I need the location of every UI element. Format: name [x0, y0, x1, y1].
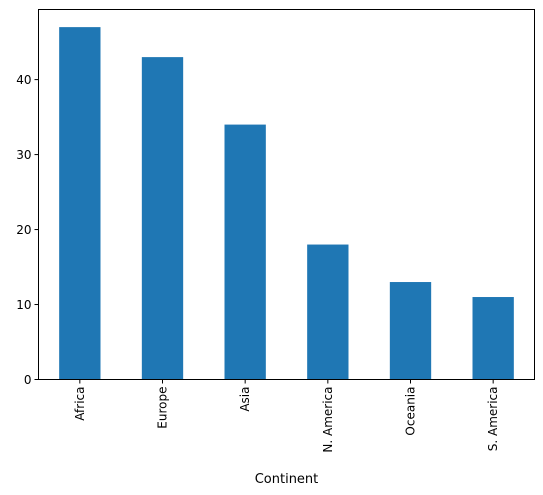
bars-group: [59, 27, 514, 380]
x-axis-title: Continent: [255, 472, 319, 487]
x-tick-label: Africa: [73, 387, 87, 421]
y-tick-label: 30: [16, 148, 31, 162]
y-tick-label: 10: [16, 298, 31, 312]
x-axis: Africa Europe Asia N. America Oceania S. Amer…: [73, 379, 500, 453]
y-tick-label: 0: [24, 373, 32, 387]
y-tick-label: 40: [16, 73, 31, 87]
y-axis: 0 10 20 30 40: [16, 73, 39, 387]
y-tick-label: 20: [16, 223, 31, 237]
x-tick-label: Oceania: [404, 387, 418, 436]
bar-n-america: [307, 244, 349, 380]
x-tick-label: S. America: [486, 387, 500, 452]
x-tick-label: Europe: [156, 387, 170, 429]
bar-africa: [59, 27, 101, 380]
bar-europe: [141, 57, 184, 380]
x-tick-label: Asia: [238, 387, 252, 412]
bar-oceania: [389, 282, 432, 380]
bar-asia: [224, 124, 266, 380]
plot-frame: [38, 9, 535, 380]
x-tick-label: N. America: [321, 387, 335, 453]
bar-s-america: [472, 297, 514, 380]
